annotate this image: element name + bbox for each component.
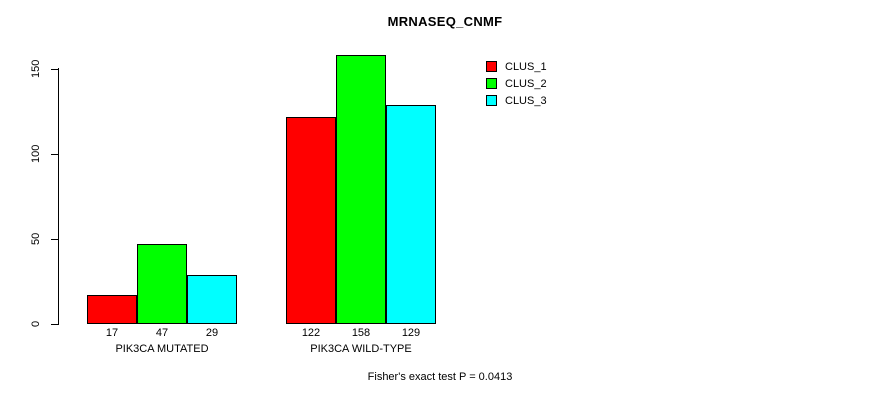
legend-color-swatch (486, 61, 497, 72)
legend-label: CLUS_3 (505, 94, 547, 107)
legend-item: CLUS_1 (486, 58, 547, 75)
legend-item: CLUS_2 (486, 75, 547, 92)
legend-label: CLUS_1 (505, 60, 547, 73)
bar-clus_2-mutated (137, 244, 187, 324)
y-tick-label: 100 (30, 144, 42, 164)
chart-title: MRNASEQ_CNMF (0, 14, 890, 29)
bar-value-label: 29 (205, 327, 219, 339)
y-tick-label: 150 (30, 59, 42, 79)
legend-color-swatch (486, 95, 497, 106)
bar-value-label: 129 (401, 327, 421, 339)
y-tick-mark (51, 324, 59, 325)
x-axis-group-label: PIK3CA WILD-TYPE (310, 343, 412, 355)
bar-clus_1-wildtype (286, 116, 336, 324)
footer-note: Fisher's exact test P = 0.0413 (0, 371, 890, 383)
legend-item: CLUS_3 (486, 92, 547, 109)
x-axis-group-label: PIK3CA MUTATED (115, 343, 209, 355)
bar-clus_2-wildtype (336, 55, 386, 324)
chart-legend: CLUS_1 CLUS_2 CLUS_3 (486, 58, 547, 109)
bar-value-label: 158 (351, 327, 371, 339)
bar-clus_3-wildtype (386, 104, 436, 324)
y-axis-line (58, 68, 59, 325)
bar-value-label: 122 (301, 327, 321, 339)
chart-title-text: MRNASEQ_CNMF (387, 14, 503, 29)
bar-clus_1-mutated (87, 295, 137, 324)
fisher-test-text: Fisher's exact test P = 0.0413 (367, 371, 513, 383)
legend-color-swatch (486, 78, 497, 89)
bar-value-label: 17 (105, 327, 119, 339)
y-axis-title: number of cases (0, 160, 98, 234)
bar-value-label: 47 (155, 327, 169, 339)
legend-label: CLUS_2 (505, 77, 547, 90)
y-tick-mark (51, 69, 59, 70)
y-tick-mark (51, 154, 59, 155)
y-tick-label: 50 (30, 232, 42, 246)
y-tick-mark (51, 239, 59, 240)
y-tick-label: 0 (30, 320, 42, 328)
bar-clus_3-mutated (187, 274, 237, 324)
